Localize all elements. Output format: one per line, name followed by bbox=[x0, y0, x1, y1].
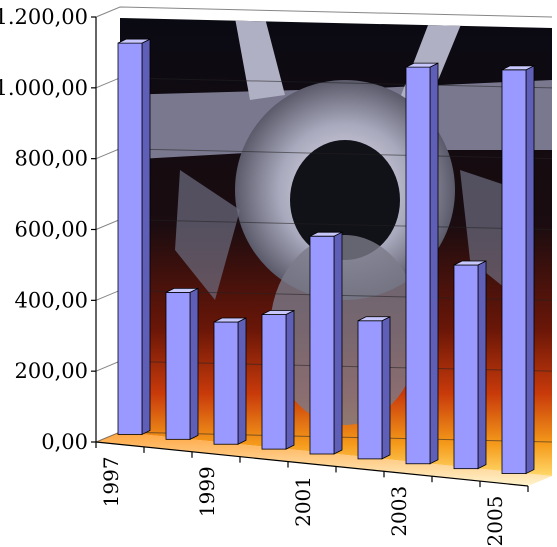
bar-1997 bbox=[117, 38, 151, 436]
bar-top bbox=[117, 38, 151, 44]
bar-front bbox=[453, 264, 479, 470]
bar-side bbox=[333, 231, 343, 455]
bar-top bbox=[213, 317, 247, 323]
bar-side bbox=[429, 62, 439, 465]
bars bbox=[117, 38, 535, 475]
bar-front bbox=[213, 321, 239, 445]
bar-top bbox=[261, 310, 295, 315]
y-tick-label: 0,00 bbox=[41, 430, 88, 454]
bar-side bbox=[285, 309, 295, 450]
bar-top bbox=[357, 316, 391, 322]
bar-front bbox=[501, 69, 527, 474]
bar-2000 bbox=[261, 309, 295, 450]
y-axis-tick-labels: 0,00 200,00 400,00 600,00 800,00 1.000,00 1.20… bbox=[0, 5, 96, 454]
bar-2002 bbox=[357, 316, 391, 460]
bar-2003 bbox=[405, 62, 439, 465]
bar-side bbox=[189, 287, 199, 440]
x-tick-label: 2001 bbox=[291, 476, 315, 527]
bar-front bbox=[261, 314, 287, 450]
bar-2001 bbox=[309, 231, 343, 455]
x-tick-label: 1999 bbox=[195, 466, 219, 517]
bar-side bbox=[525, 65, 535, 475]
x-tick-label: 2003 bbox=[387, 486, 411, 537]
bar-top bbox=[453, 260, 487, 266]
gridline bbox=[95, 6, 553, 18]
x-axis-line bbox=[95, 441, 529, 487]
bar-front bbox=[357, 320, 383, 460]
x-tick-label: 2005 bbox=[483, 496, 507, 547]
bar-side bbox=[381, 316, 391, 460]
bar-front bbox=[117, 42, 143, 435]
y-tick-label: 400,00 bbox=[15, 288, 88, 312]
bar-side bbox=[237, 317, 247, 445]
bar-side bbox=[141, 38, 151, 436]
chart-floor bbox=[96, 432, 552, 486]
bar-front bbox=[309, 235, 335, 455]
bar-front bbox=[405, 66, 431, 465]
bar-1999 bbox=[213, 317, 247, 445]
bar-2004 bbox=[453, 260, 487, 470]
bar-top bbox=[309, 231, 343, 237]
bar-2005 bbox=[501, 65, 535, 475]
bar-top bbox=[405, 62, 439, 68]
y-tick-label: 1.000,00 bbox=[0, 76, 88, 100]
x-tick-label: 1997 bbox=[99, 456, 123, 507]
y-tick-label: 1.200,00 bbox=[0, 5, 88, 29]
y-tick-label: 200,00 bbox=[15, 359, 88, 383]
bar-1998 bbox=[165, 287, 199, 440]
y-tick-label: 800,00 bbox=[15, 147, 88, 171]
bar-top bbox=[165, 287, 199, 293]
bar-side bbox=[477, 260, 487, 470]
y-tick-label: 600,00 bbox=[15, 218, 88, 242]
x-axis-tick-labels: 1997 1999 2001 2003 2005 bbox=[95, 442, 529, 547]
bar-top bbox=[501, 65, 535, 71]
bar-front bbox=[165, 291, 191, 440]
